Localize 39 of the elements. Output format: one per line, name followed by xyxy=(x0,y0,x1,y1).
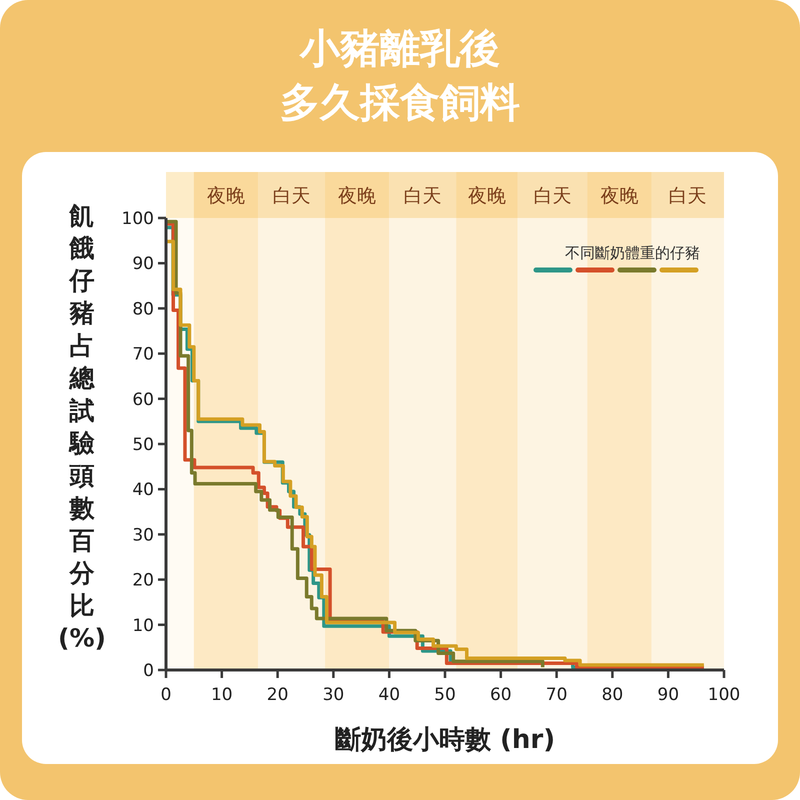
y-tick-label: 100 xyxy=(122,209,154,229)
y-tick-label: 0 xyxy=(143,661,154,681)
band-label: 白天 xyxy=(668,185,707,207)
y-tick-label: 60 xyxy=(132,390,154,410)
y-tick-label: 20 xyxy=(132,570,154,591)
y-tick-label: 90 xyxy=(132,254,154,274)
band-label: 夜晚 xyxy=(338,185,376,207)
x-tick-label: 0 xyxy=(160,685,172,705)
x-tick-label: 50 xyxy=(434,685,456,705)
band-label: 夜晚 xyxy=(468,185,506,207)
x-tick-label: 10 xyxy=(210,685,233,705)
x-tick-label: 60 xyxy=(490,685,512,705)
y-tick-label: 40 xyxy=(132,480,154,500)
y-tick-label: 70 xyxy=(132,344,154,365)
x-tick-label: 80 xyxy=(602,685,624,705)
band-label: 夜晚 xyxy=(206,185,245,207)
band: 夜晚 xyxy=(456,172,518,670)
band-label: 白天 xyxy=(404,185,442,207)
y-tick-label: 80 xyxy=(132,299,154,320)
y-tick-label: 30 xyxy=(132,525,154,546)
band: 夜晚 xyxy=(194,172,258,670)
band-label: 夜晚 xyxy=(600,185,638,207)
ylabel: 飢餓仔豬占總試驗頭數百分比(%) xyxy=(58,201,106,652)
x-tick-label: 90 xyxy=(657,685,680,705)
y-tick-label: 50 xyxy=(132,435,154,455)
x-tick-label: 40 xyxy=(378,685,400,705)
band: 夜晚 xyxy=(325,172,390,670)
x-tick-label: 20 xyxy=(266,685,288,705)
band: 白天 xyxy=(389,172,456,670)
legend-title: 不同斷奶體重的仔豬 xyxy=(565,244,700,262)
x-axis-title: 斷奶後小時數 (hr) xyxy=(334,725,556,755)
x-tick-label: 30 xyxy=(322,685,344,705)
band: 白天 xyxy=(258,172,326,670)
y-tick-label: 10 xyxy=(132,616,154,636)
band-label: 白天 xyxy=(272,185,311,207)
band-label: 白天 xyxy=(533,185,572,207)
x-tick-label: 70 xyxy=(546,685,568,705)
title: 小豬離乳後多久採食飼料 xyxy=(280,26,520,126)
x-tick-label: 100 xyxy=(708,685,740,705)
